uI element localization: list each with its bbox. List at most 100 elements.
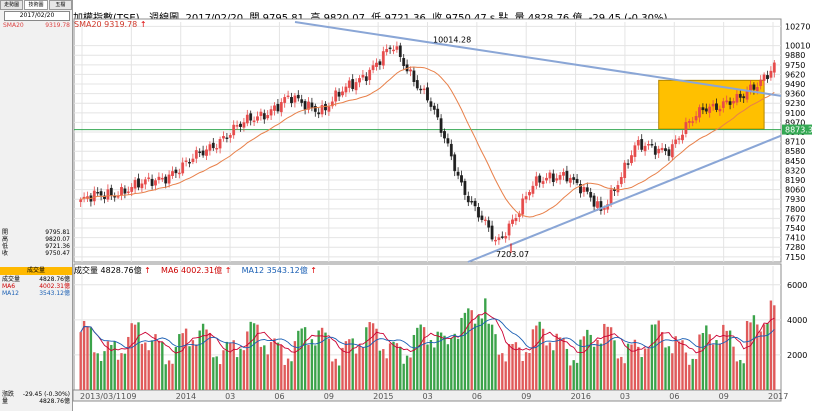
volume-bar: [501, 353, 504, 390]
candle-body: [215, 148, 219, 150]
volume-bar: [327, 338, 331, 390]
volume-bar: [718, 343, 722, 390]
candle-body: [269, 109, 273, 116]
candle-body: [392, 49, 395, 52]
volume-bar: [694, 359, 698, 390]
candle-body: [708, 106, 712, 113]
volume-bar: [167, 360, 171, 390]
date-field[interactable]: 2017/02/20: [4, 11, 70, 21]
candle-body: [347, 80, 351, 88]
candle-body: [439, 118, 443, 133]
volume-bar: [637, 346, 640, 390]
candle-body: [752, 84, 756, 90]
candle-body: [398, 45, 402, 58]
volume-bar: [439, 332, 443, 390]
volume-bar: [681, 340, 684, 390]
candle-body: [208, 144, 212, 151]
candle-body: [528, 191, 531, 196]
price-tick-label: 9880: [785, 51, 805, 60]
volume-bar: [181, 333, 184, 390]
volume-bar: [106, 341, 110, 390]
time-tick-label: 09: [126, 392, 136, 401]
ohlc-value: 9721.36: [45, 243, 70, 250]
candle-body: [616, 185, 620, 193]
candle-body: [194, 150, 198, 159]
candle-body: [728, 101, 732, 105]
tab-technical[interactable]: 技術圖: [24, 0, 48, 10]
volume-bar: [759, 331, 762, 390]
volume-bar: [752, 315, 756, 390]
time-tick-label: 09: [324, 392, 334, 401]
panel-tab-bar: 走勢圖 技術圖 五檔: [0, 0, 72, 10]
candle-body: [283, 97, 287, 103]
volume-bar: [263, 345, 266, 390]
volume-bar: [596, 339, 599, 390]
volume-ma6-line: [80, 311, 775, 354]
candle-body: [266, 115, 270, 119]
volume-bar: [725, 330, 728, 390]
ma12-label: MA12: [2, 290, 19, 297]
tab-trend[interactable]: 走勢圖: [0, 0, 24, 10]
ma6-value: 4002.31億: [39, 283, 70, 290]
volume-bar: [470, 310, 473, 390]
volume-bar: [487, 323, 490, 390]
volume-bar: [732, 346, 735, 390]
volume-bar: [756, 324, 759, 390]
volume-bar: [456, 338, 460, 390]
price-tick-label: 8970: [785, 118, 805, 127]
volume-bar: [412, 334, 416, 390]
candle-body: [378, 61, 382, 65]
volume-bar: [120, 353, 123, 390]
volume-bar: [443, 335, 446, 390]
volume-bar: [616, 358, 620, 390]
candle-body: [684, 122, 688, 134]
volume-bar: [531, 329, 535, 390]
volume-bar: [378, 350, 382, 390]
candle-body: [592, 195, 596, 207]
low-marker-label: 7203.07: [496, 250, 529, 259]
candle-body: [619, 177, 623, 185]
volume-bar: [463, 312, 467, 390]
volume-bar: [337, 365, 341, 390]
up-arrow-icon: ↑: [144, 266, 151, 275]
volume-bar: [603, 323, 606, 390]
candle-body: [742, 96, 746, 99]
price-tick-label: 7150: [785, 253, 805, 262]
volume-bar: [137, 322, 140, 390]
candle-body: [242, 122, 246, 128]
candle-body: [371, 65, 375, 71]
change-label: 漲跌: [2, 391, 15, 398]
ma6-legend-text: MA6 4002.31億: [161, 266, 223, 275]
volume-bar: [538, 321, 541, 390]
candle-body: [633, 145, 637, 157]
volume-tick-label: 4000: [787, 316, 807, 325]
candle-body: [296, 94, 300, 99]
change-volume-label: 量: [2, 398, 9, 405]
tab-five-level[interactable]: 五檔: [48, 0, 72, 10]
volume-bar: [660, 332, 664, 390]
price-tick-label: 7540: [785, 224, 805, 233]
volume-bar: [535, 325, 538, 390]
up-arrow-icon: ↑: [139, 20, 147, 29]
candle-body: [116, 196, 120, 198]
candle-body: [402, 58, 406, 66]
volume-bar: [113, 341, 116, 390]
candle-body: [674, 139, 678, 145]
candle-body: [354, 82, 358, 91]
candle-body: [361, 74, 365, 78]
candle-body: [96, 192, 100, 194]
candle-body: [735, 94, 739, 103]
volume-bar: [575, 362, 579, 390]
volume-header: 成交量: [0, 267, 72, 275]
volume-bar: [249, 321, 252, 390]
candle-body: [245, 114, 249, 124]
up-arrow-icon: ↑: [310, 266, 317, 275]
candle-body: [704, 108, 708, 112]
candle-body: [687, 121, 691, 123]
candle-body: [232, 124, 236, 136]
volume-bar: [399, 346, 402, 390]
candle-body: [698, 107, 701, 118]
volume-bar: [739, 359, 742, 390]
change-value: -29.45 (-0.30%): [22, 391, 70, 398]
